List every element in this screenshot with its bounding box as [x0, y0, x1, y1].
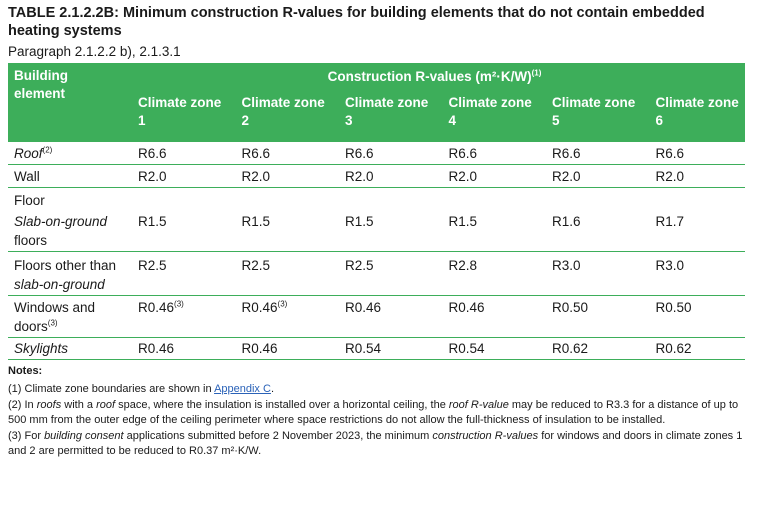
row-label-wall: Wall: [8, 164, 124, 188]
table-row-skylights: Skylights R0.46 R0.46 R0.54 R0.54 R0.62 …: [8, 337, 746, 360]
cell: R0.46: [124, 337, 228, 360]
table-row-roof: Roof(2) R6.6 R6.6 R6.6 R6.6 R6.6 R6.6: [8, 142, 746, 165]
cell: R3.0: [538, 251, 642, 296]
cell: R0.46: [331, 295, 435, 338]
cell: R2.0: [227, 164, 331, 188]
cell: R3.0: [641, 251, 746, 296]
cell: R0.46(3): [227, 295, 331, 338]
cell: R2.8: [434, 251, 538, 296]
cell: R0.50: [538, 295, 642, 338]
table-notes: Notes: (1) Climate zone boundaries are s…: [8, 364, 752, 458]
cell: R0.62: [538, 337, 642, 360]
notes-heading: Notes:: [8, 365, 43, 377]
cell: R1.5: [227, 210, 331, 252]
row-label-roof: Roof(2): [8, 142, 124, 165]
row-label-windows-doors: Windows and doors(3): [8, 295, 124, 338]
cell: R6.6: [641, 142, 746, 165]
header-climate-zone-3: Climate zone 3: [345, 95, 429, 128]
cell: R2.0: [124, 164, 228, 188]
cell: R1.6: [538, 210, 642, 252]
cell: R2.0: [538, 164, 642, 188]
header-footnote-ref: (1): [531, 68, 542, 78]
header-construction-r-values: Construction R-values (m²·K/W)(1): [327, 68, 542, 84]
header-climate-zone-4: Climate zone 4: [448, 95, 532, 128]
row-label-floors-other: Floors other than slab-on-ground: [8, 251, 124, 296]
note-2: (2) In roofs with a roof space, where th…: [8, 399, 739, 426]
cell: R2.0: [434, 164, 538, 188]
cell: R0.46: [434, 295, 538, 338]
cell: R1.5: [124, 210, 228, 252]
header-climate-zone-5: Climate zone 5: [552, 95, 636, 128]
cell: R6.6: [124, 142, 228, 165]
row-label-skylights: Skylights: [8, 337, 124, 360]
row-label-floor: Floor: [14, 193, 45, 208]
cell: R6.6: [331, 142, 435, 165]
table-description: Minimum construction R-values for buildi…: [8, 5, 705, 39]
table-row-slab-on-ground: Slab-on-ground floors R1.5 R1.5 R1.5 R1.…: [8, 210, 746, 252]
note-1: (1) Climate zone boundaries are shown in…: [8, 382, 274, 395]
paragraph-reference: Paragraph 2.1.2.2 b), 2.1.3.1: [8, 44, 181, 59]
cell: R1.5: [331, 210, 435, 252]
header-climate-zone-1: Climate zone 1: [138, 95, 222, 128]
cell: R6.6: [227, 142, 331, 165]
appendix-c-link[interactable]: Appendix C: [214, 382, 271, 395]
cell: R1.5: [434, 210, 538, 252]
cell: R0.46(3): [124, 295, 228, 338]
cell: R0.50: [641, 295, 746, 338]
table-number: TABLE 2.1.2.2B:: [8, 5, 119, 21]
cell: R1.7: [641, 210, 746, 252]
table-row-windows-doors: Windows and doors(3) R0.46(3) R0.46(3) R…: [8, 295, 746, 338]
cell: R2.0: [641, 164, 746, 188]
cell: R2.0: [331, 164, 435, 188]
row-label-slab-on-ground: Slab-on-ground floors: [8, 210, 124, 252]
table-title: TABLE 2.1.2.2B: Minimum construction R-v…: [8, 4, 752, 40]
cell: R2.5: [331, 251, 435, 296]
table-row-wall: Wall R2.0 R2.0 R2.0 R2.0 R2.0 R2.0: [8, 164, 746, 188]
cell: R6.6: [434, 142, 538, 165]
cell: R0.62: [641, 337, 746, 360]
note-3: (3) For building consent applications su…: [8, 430, 743, 457]
header-building-element: Building element: [14, 68, 68, 101]
table-row-floor-heading: Floor: [8, 188, 745, 211]
r-values-table: Building element Construction R-values (…: [8, 63, 746, 360]
cell: R0.46: [227, 337, 331, 360]
cell: R0.54: [331, 337, 435, 360]
cell: R2.5: [227, 251, 331, 296]
cell: R6.6: [538, 142, 642, 165]
cell: R2.5: [124, 251, 228, 296]
cell: R0.54: [434, 337, 538, 360]
header-climate-zone-6: Climate zone 6: [655, 95, 739, 128]
table-row-floors-other: Floors other than slab-on-ground R2.5 R2…: [8, 251, 746, 296]
header-climate-zone-2: Climate zone 2: [241, 95, 325, 128]
